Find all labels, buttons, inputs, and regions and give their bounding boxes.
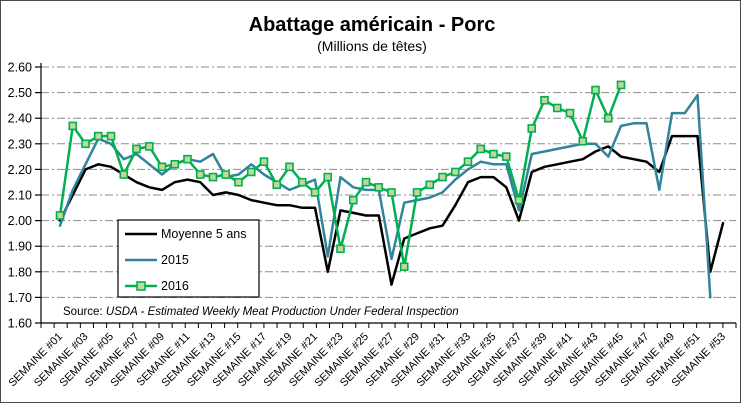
series-2016-marker <box>489 149 498 159</box>
legend: Moyenne 5 ans 2015 2016 <box>117 219 260 298</box>
series-2016-marker <box>336 244 345 254</box>
series-2016-marker <box>195 170 205 179</box>
series-2016-marker <box>425 180 435 190</box>
y-tick-label: 2.00 <box>8 214 32 228</box>
y-tick-label: 1.70 <box>8 291 32 305</box>
y-tick-label: 1.80 <box>8 265 32 279</box>
series-2016-marker <box>463 157 473 167</box>
series-2016-marker <box>246 167 256 177</box>
series-2016-marker <box>106 131 116 141</box>
series-2016-marker <box>310 188 320 197</box>
source-note: Source: USDA - Estimated Weekly Meat Pro… <box>63 306 459 318</box>
series-2016-marker <box>399 262 409 271</box>
series-2016-marker <box>323 172 333 182</box>
series-2016-marker <box>616 80 626 90</box>
series-2016-marker <box>540 95 549 105</box>
y-tick-label: 2.60 <box>8 61 32 75</box>
series-2016-marker <box>144 142 154 151</box>
y-tick-label: 2.40 <box>8 112 32 126</box>
series-2016-marker <box>272 180 282 190</box>
series-2016-marker <box>501 152 511 161</box>
legend-item-moyenne-5-ans: Moyenne 5 ans <box>125 227 246 241</box>
source-prefix: Source: <box>63 306 106 318</box>
series-2016-marker <box>259 157 269 167</box>
legend-item-2015: 2015 <box>125 253 189 267</box>
series-2016-marker <box>55 211 65 220</box>
series-2016-marker <box>157 162 167 172</box>
series-2016-marker <box>183 154 192 164</box>
series-2016-marker <box>348 195 358 205</box>
series-2016-marker <box>591 85 600 95</box>
series-2016-marker <box>374 183 384 192</box>
chart-subtitle: (Millions de têtes) <box>317 38 427 54</box>
series-2016-marker <box>438 172 447 182</box>
source-citation: USDA - Estimated Weekly Meat Production … <box>106 306 459 318</box>
series-2016-marker <box>297 177 307 187</box>
legend-item-2016: 2016 <box>125 279 189 293</box>
series-2016-marker <box>527 124 537 133</box>
chart-title: Abattage américain - Porc <box>249 14 496 36</box>
y-tick-label: 2.20 <box>8 163 32 177</box>
series-2016-marker <box>93 131 103 141</box>
series-layer <box>55 80 725 299</box>
series-2016-marker <box>387 188 396 197</box>
y-tick-label: 1.90 <box>8 240 32 254</box>
series-moyenne-5-ans-line <box>58 134 725 286</box>
series-2016-marker <box>170 159 180 169</box>
y-tick-label: 2.30 <box>8 137 32 151</box>
series-2016-marker <box>565 108 575 118</box>
series-2016-marker <box>132 144 141 154</box>
legend-label-average: Moyenne 5 ans <box>161 227 246 241</box>
series-2016-marker <box>412 188 422 197</box>
y-tick-label: 2.50 <box>8 86 32 100</box>
series-2016-marker <box>476 144 486 154</box>
series-2016-marker <box>68 121 78 131</box>
y-tick-label: 1.60 <box>8 317 32 331</box>
series-2016-marker <box>234 177 243 187</box>
series-2016-marker <box>81 139 90 149</box>
series-2016-marker <box>603 113 613 123</box>
grid-layer: 1.60 1.70 1.80 1.90 2.00 2.10 2.20 2.30 2.40 2.50… <box>6 61 737 389</box>
series-2016-marker <box>221 170 231 179</box>
series-2016-marker <box>578 136 588 146</box>
series-2016-marker <box>514 195 524 205</box>
series-2016-marker <box>552 103 562 113</box>
series-2016-marker <box>450 167 460 177</box>
series-2016-marker <box>285 162 294 172</box>
series-2015-line <box>58 93 712 299</box>
legend-label-2016: 2016 <box>161 279 189 293</box>
legend-marker-2016-square-icon <box>136 281 146 291</box>
y-tick-label: 2.10 <box>8 189 32 203</box>
series-2016-marker <box>208 172 218 182</box>
legend-label-2015: 2015 <box>161 253 189 267</box>
series-2016-marker <box>119 170 129 179</box>
series-2016-marker <box>361 177 371 187</box>
